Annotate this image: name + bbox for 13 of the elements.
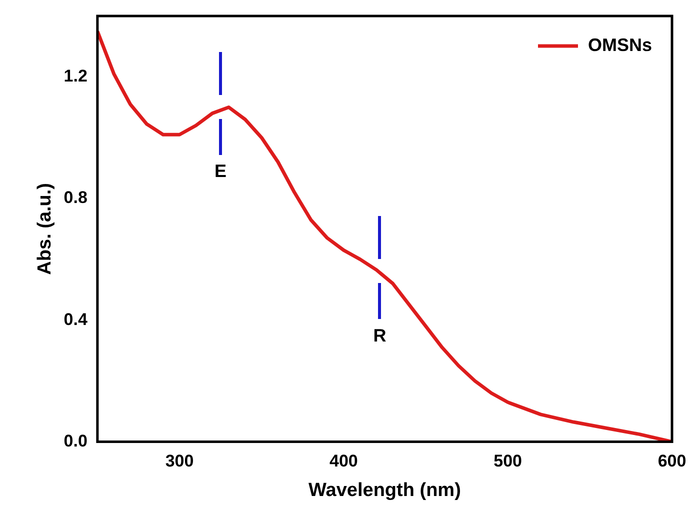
annotation: E (214, 161, 227, 182)
y-tick-label: 0.8 (64, 188, 88, 208)
x-tick-label: 500 (494, 452, 522, 471)
y-tick-label: 0.4 (64, 310, 88, 329)
x-tick-label: 600 (658, 452, 686, 471)
annotation: R (373, 325, 386, 346)
x-tick-label: 400 (329, 452, 358, 471)
y-tick-label: 1.2 (64, 66, 88, 86)
y-tick-label: 0.0 (64, 431, 88, 450)
x-tick-label: 300 (165, 452, 194, 471)
x-axis-title: Wavelength (nm) (308, 480, 461, 501)
y-axis-title: Abs. (a.u.) (34, 182, 56, 275)
legend-label: OMSNs (588, 34, 652, 55)
